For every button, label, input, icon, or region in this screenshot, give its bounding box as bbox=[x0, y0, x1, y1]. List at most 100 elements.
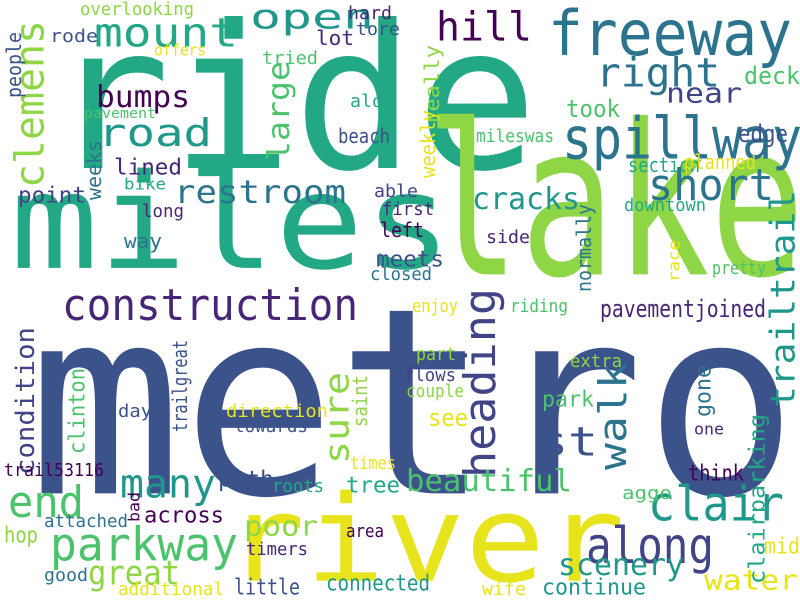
word-lined: lined bbox=[114, 154, 182, 180]
word-people: people bbox=[2, 32, 26, 98]
word-side: side bbox=[486, 226, 530, 248]
word-trailtrail: trailtrail bbox=[762, 190, 800, 408]
word-continue: continue bbox=[542, 574, 646, 600]
word-downtown: downtown bbox=[624, 194, 706, 216]
word-point: point bbox=[18, 182, 86, 208]
word-bumps: bumps bbox=[96, 79, 190, 115]
word-weeks: weeks bbox=[82, 140, 106, 200]
word-tore: tore bbox=[356, 18, 400, 40]
word-see: see bbox=[428, 403, 468, 432]
word-heading: heading bbox=[454, 288, 506, 478]
word-clair: clair bbox=[648, 475, 784, 532]
word-offers: offers bbox=[154, 40, 206, 60]
word-freeway: freeway bbox=[548, 0, 792, 70]
word-left: left bbox=[380, 218, 424, 242]
word-parkway: parkway bbox=[50, 517, 238, 572]
word-miles: miles bbox=[10, 145, 453, 300]
word-edge: edge bbox=[738, 119, 788, 148]
word-riding: riding bbox=[510, 295, 568, 317]
word-trail53116: trail53116 bbox=[4, 459, 104, 481]
word-additional: additional bbox=[118, 578, 224, 600]
word-path: path bbox=[218, 466, 274, 492]
word-pavement: pavement bbox=[84, 104, 156, 122]
word-poor: poor bbox=[244, 509, 318, 543]
word-short: short bbox=[648, 159, 774, 211]
word-condition: condition bbox=[9, 327, 41, 475]
word-tried: tried bbox=[262, 47, 318, 69]
word-cracks: cracks bbox=[472, 181, 580, 217]
word-gone: gone bbox=[690, 365, 716, 417]
word-able: able bbox=[374, 180, 418, 202]
word-way: way bbox=[124, 229, 162, 253]
word-trailgreat: trailgreat bbox=[168, 340, 192, 432]
word-think: think bbox=[688, 460, 744, 486]
word-direction: direction bbox=[226, 400, 328, 422]
word-water: water bbox=[704, 563, 798, 597]
word-scenery: scenery bbox=[558, 547, 684, 583]
word-saint: saint bbox=[348, 375, 372, 427]
word-large: large bbox=[261, 60, 297, 161]
word-normally: normally bbox=[572, 204, 596, 292]
word-good: good bbox=[44, 564, 88, 586]
word-aggo: aggo bbox=[622, 482, 672, 504]
word-little: little bbox=[234, 574, 300, 600]
word-part: part bbox=[416, 343, 456, 365]
word-clairparking: clairparking bbox=[744, 414, 770, 584]
word-mount: mount bbox=[94, 9, 238, 57]
word-race: race bbox=[664, 240, 684, 282]
word-spillway: spillway bbox=[562, 104, 800, 173]
word-river: river bbox=[225, 469, 625, 600]
word-pavementjoined: pavementjoined bbox=[600, 294, 766, 323]
word-pretty: pretty bbox=[712, 257, 766, 279]
word-great: great bbox=[88, 552, 180, 593]
word-day: day bbox=[118, 400, 152, 422]
word-times: times bbox=[350, 452, 396, 474]
word-construction: construction bbox=[62, 279, 358, 331]
word-connected: connected bbox=[326, 570, 430, 596]
word-hop: hop bbox=[4, 522, 38, 548]
word-road: road bbox=[98, 110, 212, 156]
word-mid: mid bbox=[764, 533, 800, 559]
word-hill: hill bbox=[436, 3, 532, 51]
word-along: along bbox=[586, 516, 714, 575]
word-bike: bike bbox=[124, 174, 166, 194]
word-weekly: weekly bbox=[416, 110, 440, 178]
word-planned: planned bbox=[684, 150, 756, 174]
word-metro: metro bbox=[28, 251, 798, 556]
word-alot: alot bbox=[350, 90, 394, 112]
word-lake: lake bbox=[425, 79, 800, 325]
word-near: near bbox=[666, 76, 742, 110]
word-beautiful: beautiful bbox=[406, 463, 572, 499]
word-bad: bad bbox=[124, 492, 144, 522]
word-mileswas: mileswas bbox=[476, 125, 554, 147]
word-one: one bbox=[694, 419, 724, 439]
word-took: took bbox=[566, 94, 620, 123]
word-attached: attached bbox=[44, 510, 128, 532]
word-right: right bbox=[596, 49, 720, 97]
word-many: many bbox=[120, 460, 216, 508]
word-section: section bbox=[628, 153, 700, 177]
word-towards: towards bbox=[234, 415, 308, 437]
word-extra: extra bbox=[570, 350, 622, 372]
word-closed: closed bbox=[370, 263, 432, 285]
word-roots: roots bbox=[272, 475, 324, 497]
word-tree: tree bbox=[346, 472, 400, 498]
word-first: first bbox=[382, 198, 434, 220]
word-couple: couple bbox=[406, 380, 464, 402]
word-clinton: clinton bbox=[64, 368, 90, 454]
word-restroom: restroom bbox=[174, 173, 346, 211]
word-deck: deck bbox=[744, 61, 800, 90]
word-ride: ride bbox=[48, 0, 538, 216]
word-beach: beach bbox=[338, 124, 390, 148]
word-hard: hard bbox=[348, 2, 392, 24]
word-lot: lot bbox=[316, 26, 354, 50]
word-wife: wife bbox=[482, 578, 526, 600]
word-st: st bbox=[538, 418, 598, 466]
word-meets: meets bbox=[376, 246, 444, 272]
word-overlooking: overlooking bbox=[80, 0, 194, 20]
word-rode: rode bbox=[50, 25, 98, 47]
word-across: across bbox=[144, 502, 224, 528]
word-park: park bbox=[542, 386, 594, 412]
word-area: area bbox=[346, 520, 384, 542]
